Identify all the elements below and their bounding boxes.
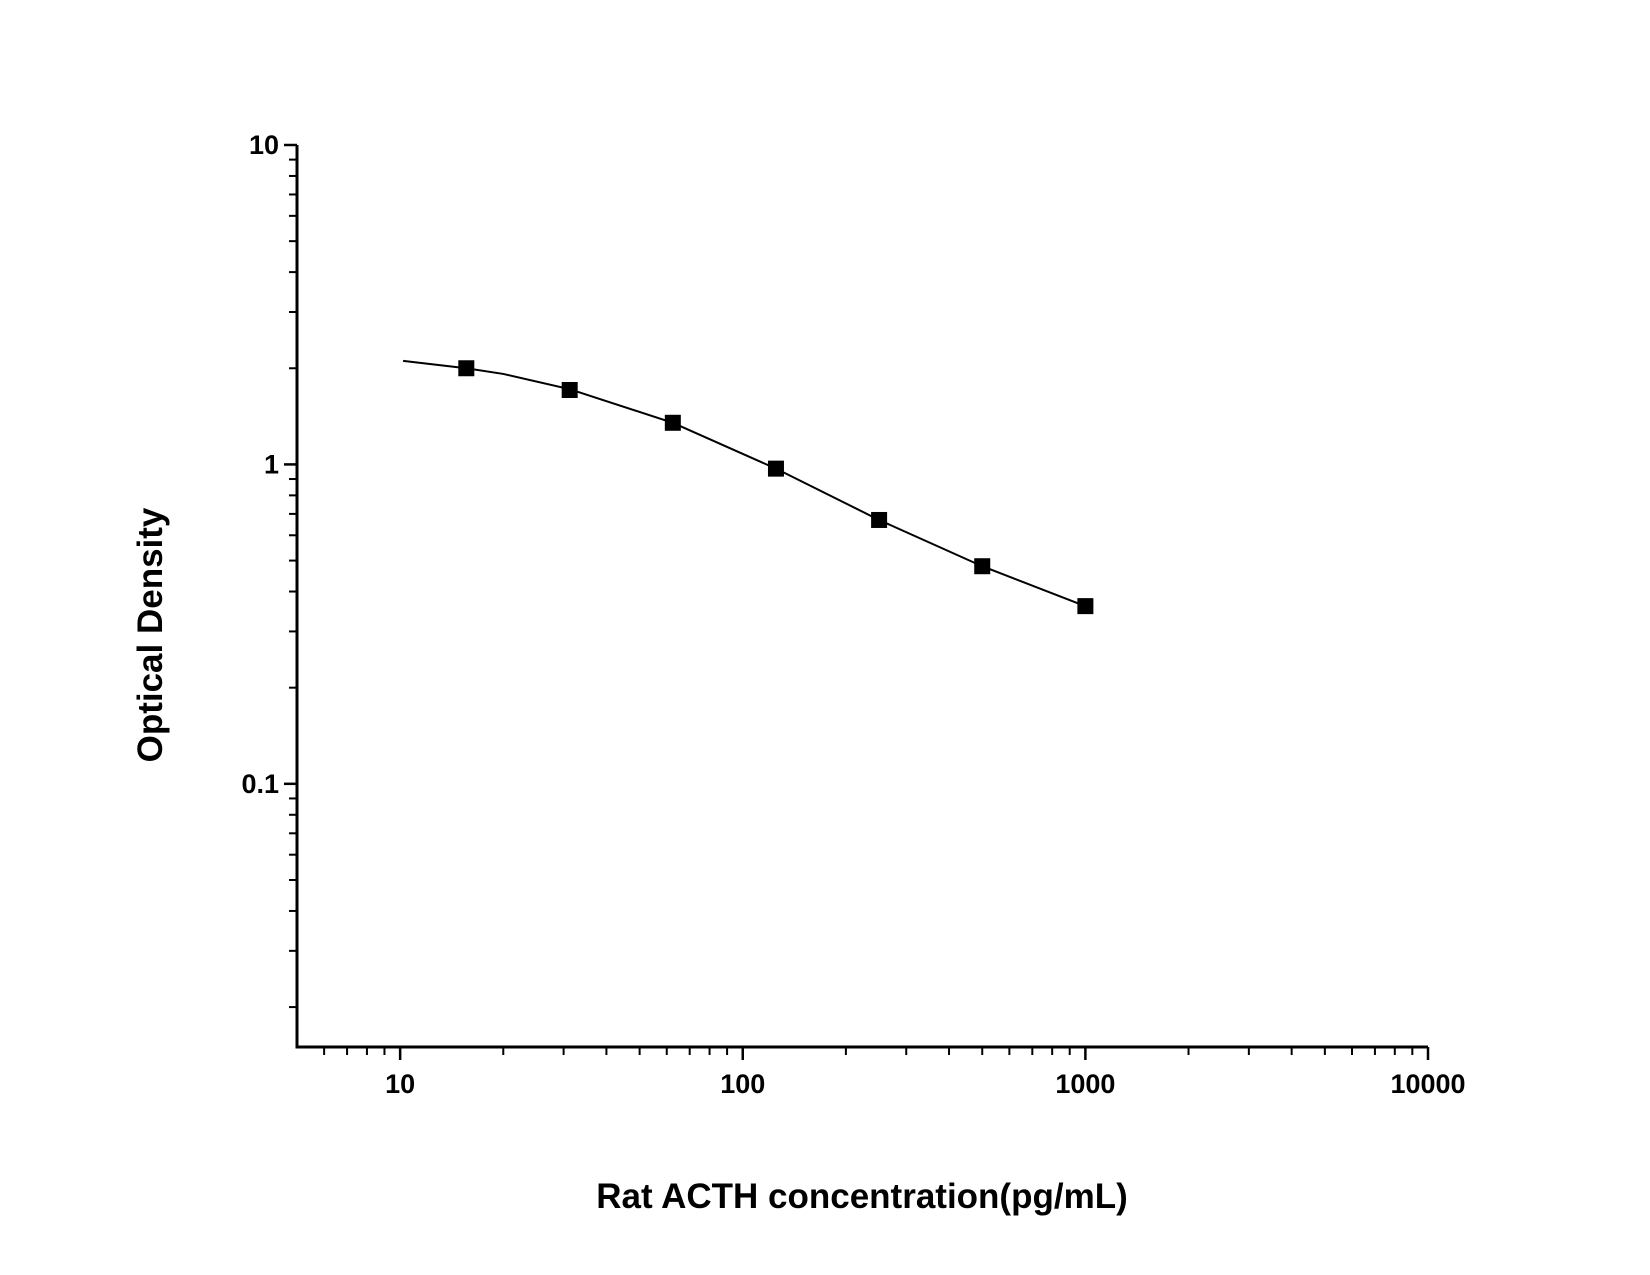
data-point [561, 381, 578, 398]
data-point [767, 460, 784, 477]
y-tick-label: 0.1 [241, 769, 279, 799]
y-axis-label: Optical Density [131, 507, 170, 762]
x-tick-label: 10000 [1390, 1069, 1465, 1099]
y-tick-label: 10 [249, 130, 279, 160]
x-tick-label: 100 [720, 1069, 765, 1099]
x-axis-label: Rat ACTH concentration(pg/mL) [596, 1177, 1127, 1216]
y-tick-label: 1 [264, 449, 279, 479]
data-point [458, 360, 475, 377]
data-point [871, 511, 888, 528]
x-tick-label: 10 [385, 1069, 415, 1099]
data-point [664, 414, 681, 431]
x-tick-label: 1000 [1055, 1069, 1115, 1099]
data-point [974, 558, 991, 575]
data-point [1077, 598, 1094, 615]
